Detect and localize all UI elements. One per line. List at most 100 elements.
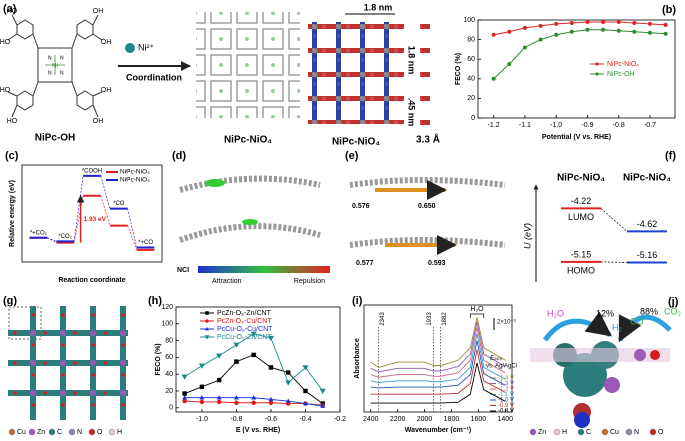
connector [73, 175, 84, 242]
atom-label: OH [93, 8, 104, 15]
species-label: CO [630, 316, 644, 326]
series-line [184, 333, 324, 392]
marker [569, 20, 574, 25]
x-tick-label: 2000 [417, 416, 433, 423]
marker [569, 29, 574, 34]
legend-marker [595, 72, 599, 76]
ligand-name: NiPc-OH [35, 133, 76, 144]
marker [585, 19, 590, 24]
marker [303, 388, 308, 394]
atom-label: HO [7, 118, 18, 125]
reference-label: 1882 [442, 312, 448, 326]
y-tick-label: 80 [165, 337, 173, 344]
connector [47, 237, 57, 242]
charge-value: 0.576 [352, 203, 370, 210]
peak-label: H₂O [470, 306, 484, 313]
connector [100, 195, 111, 226]
x-tick-label: -1.0 [196, 416, 208, 423]
marker [267, 335, 275, 342]
legend-label: PcCu-O₈-Cu/CNT [217, 326, 273, 333]
legend-label: Cu [610, 429, 619, 436]
marker [320, 403, 326, 408]
x-tick-label: 1400 [497, 416, 513, 423]
x-tick-label: 1800 [444, 416, 460, 423]
y-tick-label: 60 [467, 56, 475, 63]
marker [303, 400, 308, 406]
charge-value: 0.577 [356, 260, 374, 267]
charge-value: 0.593 [428, 260, 446, 267]
y-tick-label: 100 [161, 321, 173, 328]
marker [199, 395, 205, 400]
legend-marker [205, 311, 209, 315]
species-label: H₂ [612, 322, 622, 332]
marker [285, 398, 291, 403]
connector [600, 261, 628, 263]
legend-label: C [586, 429, 591, 436]
legend-label: PcZn-O₈-Cu/CNT [217, 318, 272, 325]
y-tick-label: 0 [471, 115, 475, 122]
x-axis-label: E (V vs. RHE) [236, 427, 280, 434]
marker [251, 352, 256, 358]
connector [73, 195, 84, 243]
atom-label: OH [93, 118, 104, 125]
connector [127, 225, 138, 250]
legend-swatch [48, 428, 56, 436]
x-axis-label: Potential (V vs. RHE) [542, 134, 611, 141]
category-label: *CO₂ [58, 234, 72, 240]
nci-surface [205, 179, 225, 187]
marker [198, 363, 205, 369]
legend-label: O [658, 429, 664, 436]
series-line [370, 327, 506, 378]
x-tick-label: 1600 [471, 416, 487, 423]
reference-label: 2343 [380, 312, 386, 326]
potential-title: Eₐₚₚ [490, 355, 502, 362]
molecule-sketch [179, 175, 321, 193]
marker [233, 342, 240, 348]
panel-label: (c) [5, 150, 19, 162]
x-tick-label: -0.8 [613, 122, 625, 129]
x-tick-label: -0.6 [265, 416, 277, 423]
x-tick-label: -0.7 [644, 122, 656, 129]
y-axis-label: FECO (%) [155, 343, 162, 375]
scale-label: 2×10⁻³ [497, 320, 516, 326]
connector [100, 175, 111, 209]
catalyst-sketch [530, 341, 670, 428]
marker [199, 384, 205, 389]
legend-swatch [68, 428, 76, 436]
panel-g: (g) [3, 295, 128, 420]
legend-swatch [601, 428, 609, 436]
level-value: -5.15 [571, 249, 592, 259]
marker [601, 27, 606, 32]
plot-frame [175, 306, 341, 413]
y-tick-label: 20 [165, 388, 173, 395]
level-value: -4.62 [637, 219, 658, 229]
marker [554, 32, 559, 37]
atom-label: N [60, 70, 64, 76]
marker [507, 62, 512, 67]
scale-title: NCI [177, 267, 189, 274]
category-label: *+CO [138, 240, 153, 246]
flow-arrow [542, 311, 613, 342]
flow-arrow [617, 314, 672, 343]
legend-swatch [8, 428, 16, 436]
y-axis-label: FECO (%) [455, 53, 462, 85]
panel-label: (a) [3, 3, 17, 15]
legend-label: NiPc-NiO₄ [607, 61, 639, 68]
category-label: *CO [113, 201, 125, 207]
legend-label: C [57, 429, 62, 436]
framework-sketch [196, 12, 300, 118]
legend-swatch [28, 428, 36, 436]
legend-label: Zn [37, 429, 45, 436]
x-axis-label: Reaction coordinate [58, 277, 125, 284]
legend-swatch [625, 428, 633, 436]
marker [268, 400, 274, 405]
reference-electrode: vs. Ag/AgCl [486, 364, 517, 370]
x-tick-label: -0.9 [581, 122, 593, 129]
atom-label: OH [101, 39, 112, 46]
level-value: -5.16 [637, 250, 658, 260]
legend-label: N [77, 429, 82, 436]
legend-swatch [529, 428, 537, 436]
molecule-sketch [349, 237, 506, 248]
selectivity: 12% [596, 308, 614, 318]
x-tick-label: -0.2 [334, 416, 346, 423]
